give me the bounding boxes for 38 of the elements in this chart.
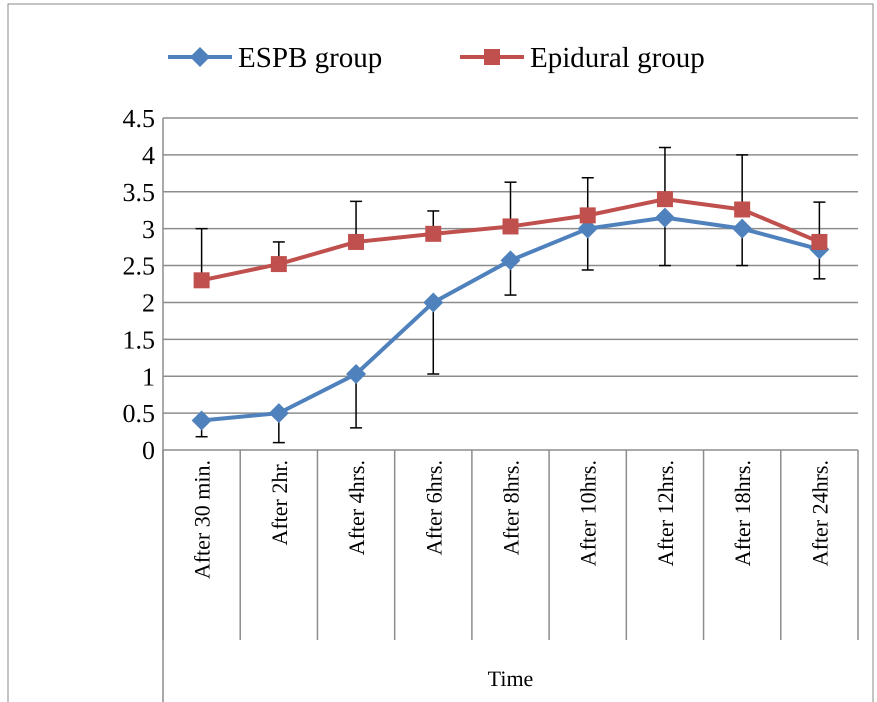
y-tick-label: 2.5 [122, 252, 155, 281]
x-tick-label: After 6hrs. [421, 460, 446, 556]
point [811, 234, 828, 250]
y-tick-label: 4 [142, 140, 155, 170]
x-axis-title: Time [488, 666, 534, 691]
y-tick-label: 1 [142, 362, 155, 392]
point [194, 272, 210, 288]
y-tick-label: 0 [142, 436, 155, 466]
point [732, 218, 752, 239]
point [423, 292, 444, 312]
point [656, 191, 673, 208]
y-tick-label: 2 [142, 288, 155, 318]
y-tick-label: 3.5 [122, 178, 155, 207]
x-tick-label: After 24hrs. [807, 460, 832, 566]
point [502, 218, 518, 234]
y-tick-label: 3 [142, 214, 155, 244]
y-tick-label: 0.5 [122, 399, 155, 428]
x-tick-label: After 10hrs. [576, 460, 601, 566]
point [734, 201, 750, 218]
legend-label: ESPB group [238, 42, 382, 74]
x-tick-label: After 4hrs. [344, 460, 370, 556]
x-tick-label: After 18hrs. [730, 460, 756, 566]
y-tick-label: 1.5 [122, 325, 155, 354]
point [425, 226, 442, 242]
point [580, 207, 596, 224]
x-tick-label: After 2hr. [266, 460, 292, 546]
y-tick-label: 4.5 [122, 104, 155, 134]
point [654, 208, 675, 228]
x-tick-label: After 12hrs. [652, 460, 678, 566]
point [192, 410, 212, 430]
point [348, 234, 364, 250]
x-tick-label: After 8hrs. [498, 460, 524, 556]
point [346, 364, 366, 384]
point [500, 250, 520, 270]
point [268, 403, 289, 424]
point [270, 256, 287, 272]
legend-label: Epidural group [530, 42, 705, 74]
x-tick-label: After 30 min. [190, 460, 215, 580]
